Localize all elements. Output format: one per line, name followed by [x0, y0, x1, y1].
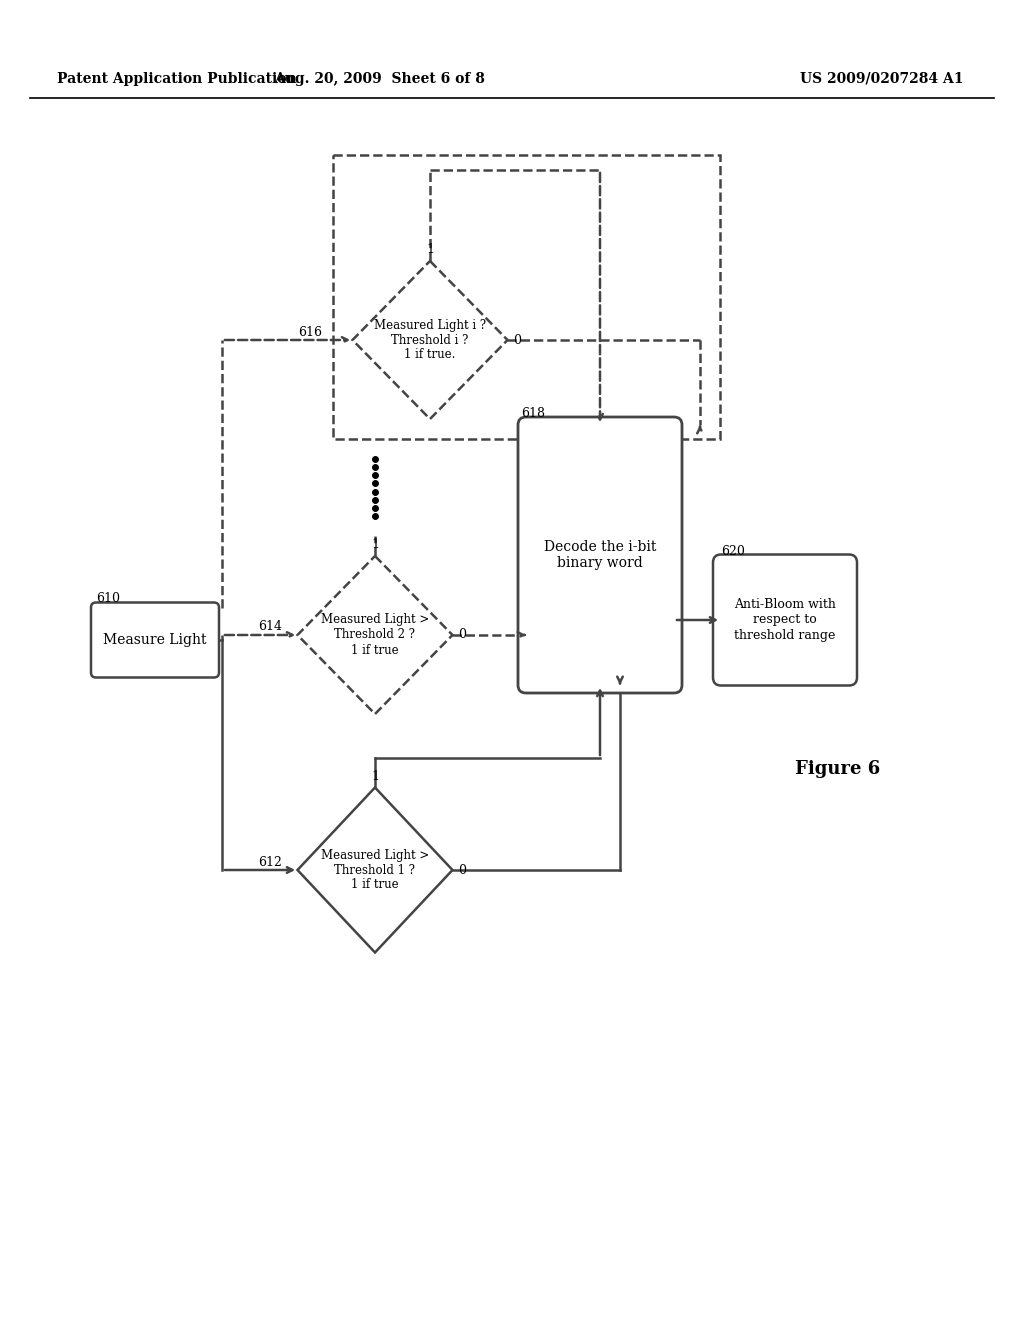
- Text: Measure Light: Measure Light: [103, 634, 207, 647]
- Text: 614: 614: [258, 620, 282, 634]
- FancyBboxPatch shape: [713, 554, 857, 685]
- Text: 0: 0: [458, 628, 466, 642]
- Text: Decode the i-bit
binary word: Decode the i-bit binary word: [544, 540, 656, 570]
- Text: Figure 6: Figure 6: [795, 760, 881, 777]
- Text: 612: 612: [258, 855, 282, 869]
- Text: 1: 1: [371, 539, 379, 550]
- Text: Measured Light i ?
Threshold i ?
1 if true.: Measured Light i ? Threshold i ? 1 if tr…: [374, 318, 486, 362]
- FancyBboxPatch shape: [91, 602, 219, 677]
- Bar: [333, 154, 720, 440]
- Polygon shape: [298, 556, 453, 714]
- Text: 610: 610: [96, 591, 120, 605]
- Text: Measured Light >
Threshold 1 ?
1 if true: Measured Light > Threshold 1 ? 1 if true: [321, 849, 429, 891]
- Text: Measured Light >
Threshold 2 ?
1 if true: Measured Light > Threshold 2 ? 1 if true: [321, 614, 429, 656]
- Text: 616: 616: [298, 326, 322, 338]
- Polygon shape: [352, 261, 508, 418]
- Text: Aug. 20, 2009  Sheet 6 of 8: Aug. 20, 2009 Sheet 6 of 8: [274, 73, 485, 86]
- Text: 620: 620: [721, 545, 744, 558]
- Text: 618: 618: [521, 407, 545, 420]
- Text: 0: 0: [458, 863, 466, 876]
- Text: 0: 0: [513, 334, 521, 346]
- FancyBboxPatch shape: [518, 417, 682, 693]
- Text: 1: 1: [371, 770, 379, 783]
- Text: Anti-Bloom with
respect to
threshold range: Anti-Bloom with respect to threshold ran…: [734, 598, 836, 642]
- Text: Patent Application Publication: Patent Application Publication: [57, 73, 297, 86]
- Text: 1: 1: [426, 243, 434, 256]
- Polygon shape: [298, 788, 453, 953]
- Text: US 2009/0207284 A1: US 2009/0207284 A1: [800, 73, 964, 86]
